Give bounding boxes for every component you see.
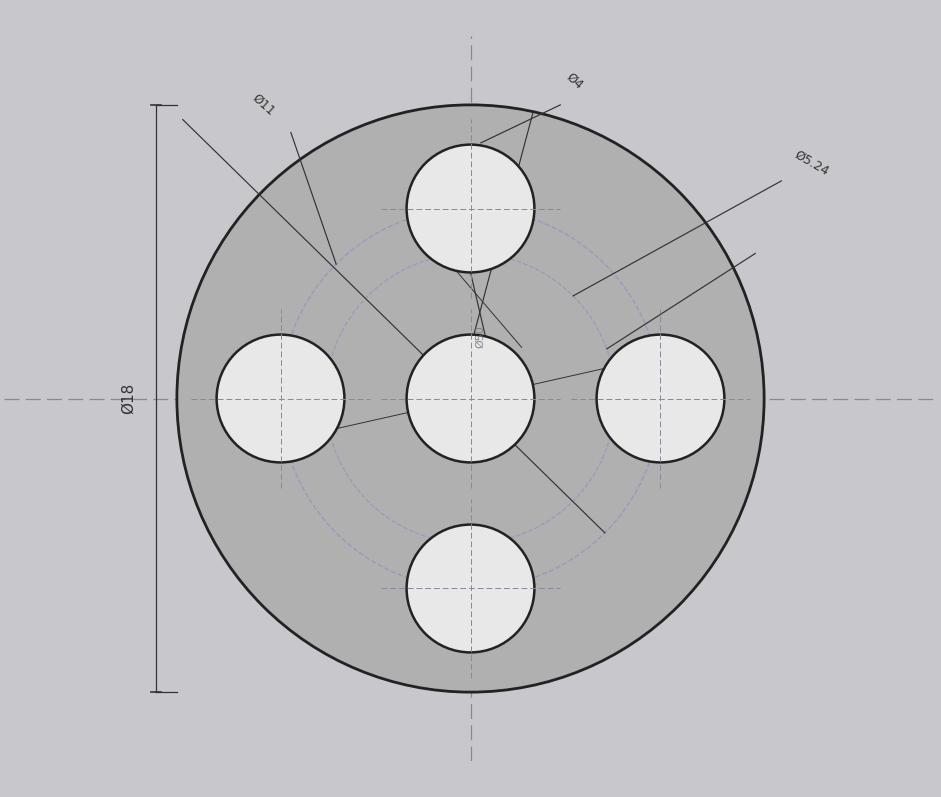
Circle shape: [407, 144, 534, 273]
Circle shape: [597, 335, 725, 462]
Circle shape: [177, 105, 764, 692]
Text: Ø18: Ø18: [121, 383, 136, 414]
Circle shape: [407, 335, 534, 462]
Circle shape: [407, 524, 534, 653]
Text: Ø5.24: Ø5.24: [791, 148, 831, 179]
Text: Ø11: Ø11: [249, 92, 277, 118]
Circle shape: [216, 335, 344, 462]
Text: Ø50: Ø50: [476, 325, 486, 347]
Text: Ø4: Ø4: [563, 70, 585, 92]
